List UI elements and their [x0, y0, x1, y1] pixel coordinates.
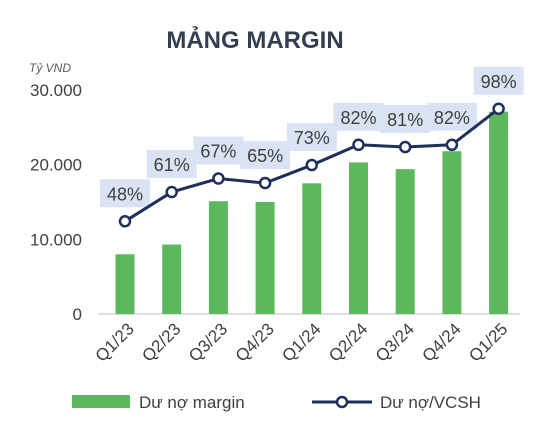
- data-label-box: [473, 66, 524, 95]
- legend-label-line: Dư nợ/VCSH: [380, 393, 481, 412]
- y-tick-label: 10.000: [30, 230, 82, 249]
- data-labels: 48% 61% 67% 65% 73% 82% 81% 82% 98%: [100, 66, 524, 208]
- data-label-box: [380, 105, 431, 134]
- data-label: 65%: [247, 146, 283, 166]
- line-point: [445, 138, 459, 152]
- x-axis-ticks: Q1/23 Q2/23 Q3/23 Q4/23 Q1/24 Q2/24 Q3/24 Q4/24…: [92, 319, 512, 365]
- data-label: 73%: [294, 128, 330, 148]
- data-label: 48%: [107, 184, 143, 204]
- y-axis-ticks: 0 10.000 20.000 30.000: [30, 81, 82, 324]
- line-point: [398, 140, 412, 154]
- bar: [115, 254, 135, 314]
- data-label-box: [100, 179, 150, 208]
- line-point: [305, 158, 319, 172]
- x-tick-label: Q2/23: [138, 319, 184, 365]
- x-tick-label: Q1/23: [92, 319, 138, 365]
- line-point: [165, 185, 178, 199]
- bar: [349, 162, 368, 314]
- bar: [395, 169, 415, 314]
- data-label-box: [333, 102, 384, 131]
- x-tick-label: Q3/23: [185, 319, 231, 365]
- bar: [255, 202, 275, 314]
- data-label-box: [146, 150, 197, 179]
- bar: [302, 183, 322, 314]
- x-tick-label: Q3/24: [372, 319, 418, 365]
- x-tick-label: Q4/23: [232, 319, 278, 365]
- data-label-box: [426, 102, 477, 131]
- chart-title: MẢNG MARGIN: [166, 25, 343, 54]
- data-label: 98%: [481, 72, 517, 92]
- data-label: 61%: [154, 155, 190, 175]
- data-label: 82%: [434, 108, 470, 128]
- y-tick-label: 20.000: [30, 156, 82, 175]
- line-point: [492, 102, 505, 116]
- data-label-box: [193, 136, 244, 165]
- x-tick-label: Q1/24: [278, 319, 324, 365]
- line-point: [352, 138, 365, 152]
- line-point: [258, 176, 272, 190]
- x-tick-label: Q2/24: [325, 319, 371, 365]
- line-point: [212, 172, 225, 185]
- bar: [208, 201, 228, 314]
- x-tick-label: Q4/24: [419, 319, 465, 365]
- legend-swatch-bars: [72, 395, 130, 408]
- legend: Dư nợ margin Dư nợ/VCSH: [72, 393, 481, 412]
- data-label: 82%: [340, 108, 376, 128]
- data-label-box: [240, 141, 291, 170]
- legend-marker-line: [335, 395, 349, 409]
- x-tick-label: Q1/25: [465, 319, 511, 365]
- data-label: 67%: [200, 142, 236, 162]
- bar-series: [115, 111, 509, 314]
- legend-label-bars: Dư nợ margin: [139, 393, 245, 412]
- data-label: 81%: [387, 110, 423, 130]
- y-tick-label: 0: [73, 305, 82, 324]
- data-label-box: [286, 123, 337, 152]
- line-series: [118, 102, 505, 228]
- bar: [489, 111, 509, 314]
- bar: [442, 151, 462, 314]
- y-tick-label: 30.000: [30, 81, 82, 100]
- y-axis-unit-label: Tỷ VND: [29, 61, 71, 75]
- bar: [162, 244, 182, 314]
- line-point: [118, 215, 132, 228]
